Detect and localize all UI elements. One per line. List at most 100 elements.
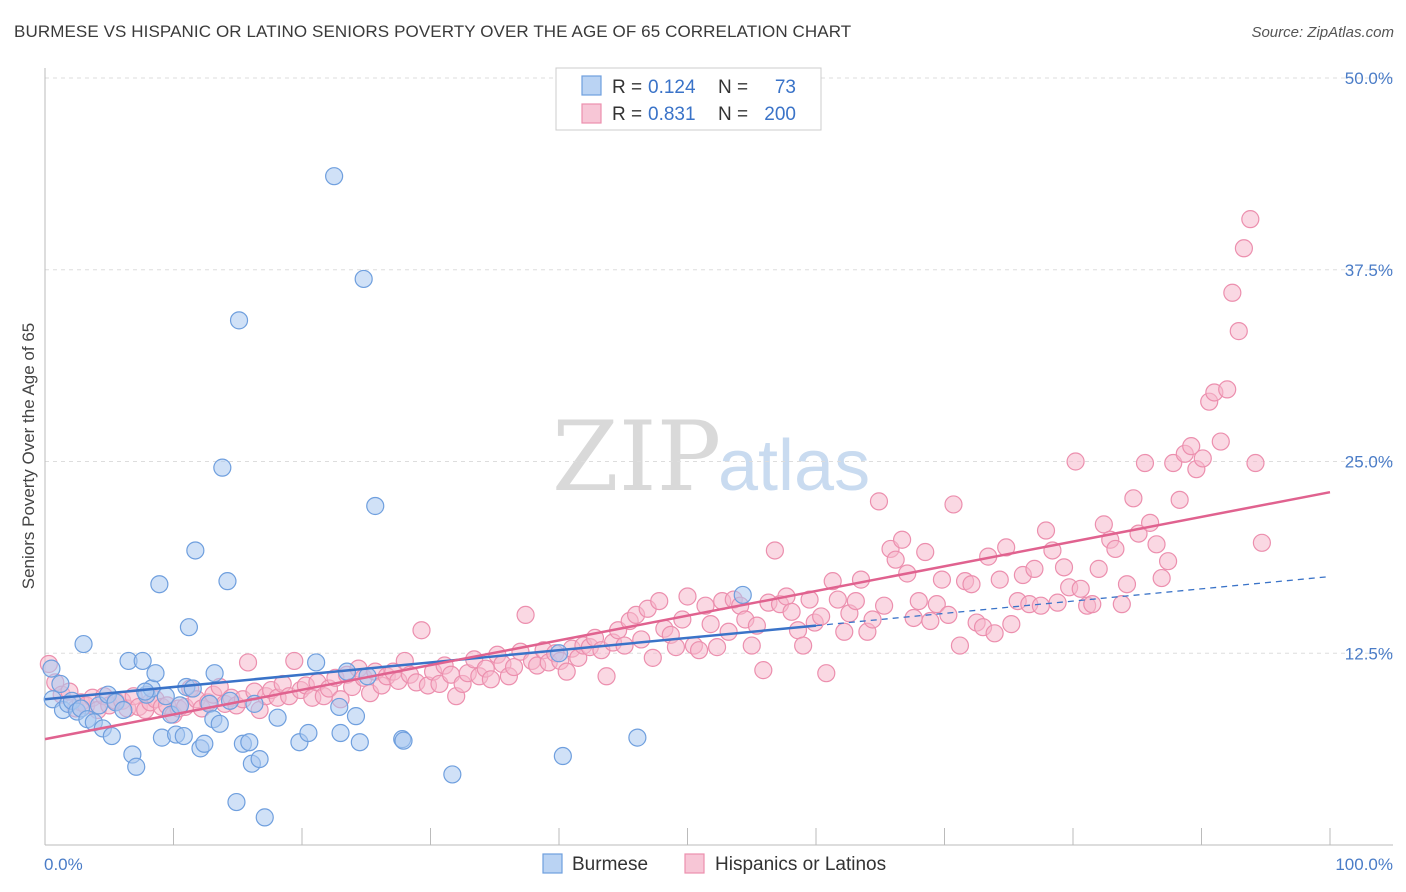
burmese-trend-extension — [815, 575, 1331, 627]
burmese-point-19 — [127, 757, 146, 776]
hispanic-point-159 — [962, 575, 981, 594]
legend-n-label-burmese: N = — [718, 77, 748, 98]
trend-lines — [44, 490, 1331, 741]
burmese-point-2 — [51, 674, 70, 694]
hispanic-point-137 — [835, 622, 854, 641]
hispanic-point-64 — [412, 621, 431, 640]
burmese-point-14 — [102, 726, 121, 746]
burmese-point-45 — [229, 311, 249, 330]
burmese-point-69 — [628, 728, 647, 747]
legend-n-value-hispanic: 200 — [764, 104, 796, 125]
stats-legend: R = 0.124 N = 73 R = 0.831 N = 200 — [555, 67, 822, 131]
bottom-legend-hispanic: Hispanics or Latinos — [715, 854, 886, 875]
y-tick-label-3: 50.0% — [1345, 69, 1393, 88]
hispanic-point-193 — [1158, 552, 1178, 571]
hispanic-point-151 — [916, 542, 935, 562]
hispanic-point-117 — [719, 622, 738, 641]
axes — [44, 68, 1393, 846]
burmese-point-43 — [220, 691, 240, 710]
legend-r-label-hispanic: R = — [612, 104, 642, 125]
hispanic-point-123 — [754, 661, 773, 680]
legend-r-value-hispanic: 0.831 — [648, 104, 696, 125]
hispanic-point-180 — [1083, 595, 1102, 614]
y-tick-label-0: 12.5% — [1345, 644, 1393, 663]
burmese-point-23 — [146, 664, 165, 683]
y-axis-title: Seniors Poverty Over the Age of 65 — [19, 323, 38, 589]
hispanic-point-139 — [846, 591, 865, 611]
x-tick-label-max: 100.0% — [1335, 855, 1393, 874]
hispanic-point-142 — [863, 610, 882, 629]
burmese-point-32 — [179, 618, 199, 637]
hispanic-point-164 — [990, 570, 1009, 589]
burmese-point-42 — [218, 572, 237, 591]
hispanic-point-128 — [782, 602, 801, 621]
bottom-legend-swatch-hispanic — [684, 853, 705, 874]
hispanic-point-181 — [1089, 559, 1108, 578]
hispanic-point-150 — [909, 591, 928, 611]
hispanic-point-143 — [869, 492, 889, 511]
burmese-point-24 — [150, 575, 169, 594]
hispanic-point-113 — [696, 596, 715, 615]
burmese-point-56 — [325, 167, 344, 186]
hispanic-point-192 — [1152, 568, 1171, 588]
hispanic-point-197 — [1182, 437, 1201, 456]
burmese-point-47 — [240, 733, 259, 752]
hispanic-point-155 — [939, 605, 958, 625]
legend-swatch-hispanic — [581, 103, 602, 124]
legend-n-value-burmese: 73 — [775, 77, 796, 98]
burmese-point-72 — [136, 682, 155, 701]
burmese-trend-line — [44, 624, 817, 701]
burmese-point-41 — [213, 458, 232, 477]
hispanic-point-114 — [701, 615, 720, 634]
hispanic-point-186 — [1117, 575, 1137, 594]
hispanic-point-130 — [794, 636, 813, 655]
hispanic-point-163 — [985, 624, 1004, 643]
hispanic-point-115 — [707, 638, 727, 657]
hispanic-point-204 — [1223, 283, 1242, 302]
legend-n-label-hispanic: N = — [718, 104, 748, 125]
hispanic-point-125 — [765, 541, 784, 560]
hispanic-point-105 — [650, 591, 669, 611]
hispanic-point-171 — [1031, 596, 1050, 615]
watermark-zip: ZIP — [552, 401, 721, 513]
series-legend: Burmese Hispanics or Latinos — [542, 853, 886, 875]
watermark-atlas: atlas — [718, 426, 870, 506]
hispanic-point-207 — [1241, 210, 1260, 229]
hispanic-point-146 — [886, 550, 905, 569]
burmese-point-67 — [549, 644, 569, 663]
hispanic-point-149 — [904, 608, 923, 628]
hispanic-point-199 — [1193, 449, 1212, 468]
burmese-point-61 — [354, 269, 373, 289]
hispanic-trend-line — [44, 490, 1331, 741]
burmese-point-70 — [733, 585, 752, 605]
y-tick-label-2: 37.5% — [1345, 261, 1393, 280]
hispanic-point-89 — [557, 662, 576, 681]
burmese-point-63 — [366, 496, 385, 516]
hispanic-point-191 — [1147, 535, 1166, 554]
hispanic-point-96 — [597, 667, 616, 686]
hispanic-point-152 — [921, 611, 940, 631]
burmese-point-8 — [74, 634, 93, 654]
hispanic-point-206 — [1234, 239, 1254, 258]
burmese-point-33 — [183, 679, 202, 698]
legend-r-value-burmese: 0.124 — [648, 77, 696, 98]
hispanic-point-112 — [689, 641, 709, 660]
hispanic-point-184 — [1106, 539, 1125, 559]
hispanic-point-187 — [1124, 489, 1143, 508]
hispanic-point-147 — [892, 530, 912, 549]
hispanic-point-134 — [817, 664, 836, 683]
hispanic-point-153 — [927, 595, 946, 614]
y-tick-labels: 12.5% 25.0% 37.5% 50.0% — [1345, 69, 1393, 663]
hispanic-point-154 — [932, 570, 952, 589]
chart-title: BURMESE VS HISPANIC OR LATINO SENIORS PO… — [14, 22, 852, 41]
hispanic-point-166 — [1002, 615, 1021, 634]
legend-swatch-burmese — [581, 75, 602, 96]
burmese-point-51 — [255, 808, 274, 827]
hispanic-point-108 — [666, 638, 686, 657]
hispanic-point-202 — [1211, 432, 1230, 451]
y-tick-label-1: 25.0% — [1345, 453, 1393, 472]
burmese-point-65 — [394, 731, 413, 750]
burmese-point-57 — [331, 723, 350, 743]
burmese-point-68 — [553, 746, 572, 766]
hispanic-point-109 — [673, 610, 692, 629]
